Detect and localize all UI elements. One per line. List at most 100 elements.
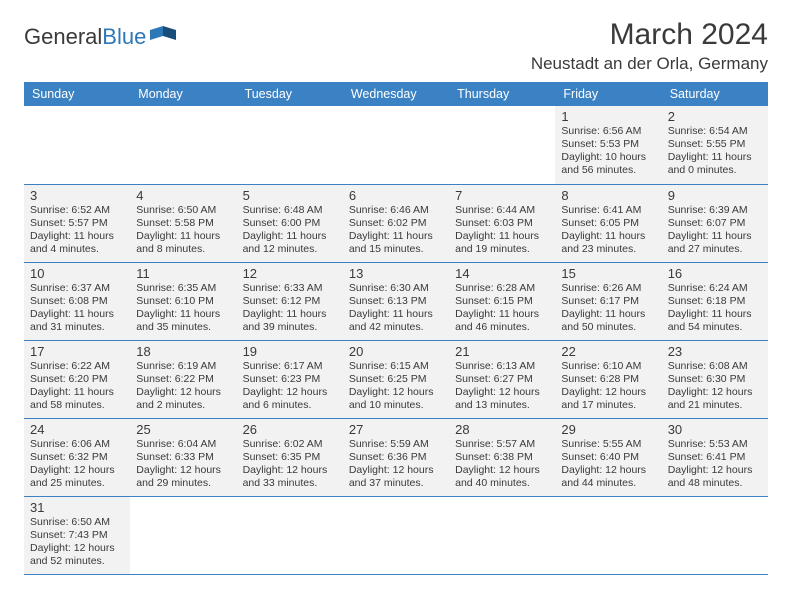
daylight-line: and 21 minutes. bbox=[668, 399, 762, 412]
daylight-line: Daylight: 11 hours bbox=[243, 230, 337, 243]
sunset-line: Sunset: 6:08 PM bbox=[30, 295, 124, 308]
daylight-line: Daylight: 12 hours bbox=[243, 386, 337, 399]
calendar-day-cell: 8Sunrise: 6:41 AMSunset: 6:05 PMDaylight… bbox=[555, 184, 661, 262]
calendar-day-cell: 15Sunrise: 6:26 AMSunset: 6:17 PMDayligh… bbox=[555, 262, 661, 340]
daylight-line: Daylight: 12 hours bbox=[668, 464, 762, 477]
calendar-day-cell bbox=[237, 496, 343, 574]
day-number: 13 bbox=[349, 266, 443, 281]
weekday-header: Thursday bbox=[449, 82, 555, 106]
sunrise-line: Sunrise: 5:53 AM bbox=[668, 438, 762, 451]
day-number: 28 bbox=[455, 422, 549, 437]
location: Neustadt an der Orla, Germany bbox=[531, 54, 768, 74]
day-number: 5 bbox=[243, 188, 337, 203]
sunrise-line: Sunrise: 6:54 AM bbox=[668, 125, 762, 138]
sunrise-line: Sunrise: 6:28 AM bbox=[455, 282, 549, 295]
calendar-day-cell: 28Sunrise: 5:57 AMSunset: 6:38 PMDayligh… bbox=[449, 418, 555, 496]
day-number: 29 bbox=[561, 422, 655, 437]
calendar-day-cell: 30Sunrise: 5:53 AMSunset: 6:41 PMDayligh… bbox=[662, 418, 768, 496]
calendar-day-cell: 1Sunrise: 6:56 AMSunset: 5:53 PMDaylight… bbox=[555, 106, 661, 184]
day-number: 1 bbox=[561, 109, 655, 124]
daylight-line: Daylight: 11 hours bbox=[30, 230, 124, 243]
sunset-line: Sunset: 5:57 PM bbox=[30, 217, 124, 230]
calendar-table: Sunday Monday Tuesday Wednesday Thursday… bbox=[24, 82, 768, 575]
calendar-day-cell: 23Sunrise: 6:08 AMSunset: 6:30 PMDayligh… bbox=[662, 340, 768, 418]
day-number: 23 bbox=[668, 344, 762, 359]
calendar-week-row: 31Sunrise: 6:50 AMSunset: 7:43 PMDayligh… bbox=[24, 496, 768, 574]
calendar-day-cell bbox=[343, 496, 449, 574]
sunrise-line: Sunrise: 6:19 AM bbox=[136, 360, 230, 373]
sunrise-line: Sunrise: 6:56 AM bbox=[561, 125, 655, 138]
calendar-day-cell: 5Sunrise: 6:48 AMSunset: 6:00 PMDaylight… bbox=[237, 184, 343, 262]
day-number: 25 bbox=[136, 422, 230, 437]
sunset-line: Sunset: 6:35 PM bbox=[243, 451, 337, 464]
sunrise-line: Sunrise: 6:48 AM bbox=[243, 204, 337, 217]
calendar-day-cell: 17Sunrise: 6:22 AMSunset: 6:20 PMDayligh… bbox=[24, 340, 130, 418]
calendar-day-cell: 25Sunrise: 6:04 AMSunset: 6:33 PMDayligh… bbox=[130, 418, 236, 496]
sunrise-line: Sunrise: 6:50 AM bbox=[30, 516, 124, 529]
sunrise-line: Sunrise: 6:02 AM bbox=[243, 438, 337, 451]
daylight-line: Daylight: 11 hours bbox=[455, 308, 549, 321]
calendar-day-cell: 7Sunrise: 6:44 AMSunset: 6:03 PMDaylight… bbox=[449, 184, 555, 262]
calendar-day-cell bbox=[24, 106, 130, 184]
sunrise-line: Sunrise: 6:30 AM bbox=[349, 282, 443, 295]
daylight-line: and 10 minutes. bbox=[349, 399, 443, 412]
calendar-week-row: 10Sunrise: 6:37 AMSunset: 6:08 PMDayligh… bbox=[24, 262, 768, 340]
sunrise-line: Sunrise: 6:15 AM bbox=[349, 360, 443, 373]
sunset-line: Sunset: 6:40 PM bbox=[561, 451, 655, 464]
daylight-line: Daylight: 12 hours bbox=[349, 464, 443, 477]
sunset-line: Sunset: 6:07 PM bbox=[668, 217, 762, 230]
logo-text-1: General bbox=[24, 24, 102, 50]
daylight-line: and 37 minutes. bbox=[349, 477, 443, 490]
daylight-line: and 52 minutes. bbox=[30, 555, 124, 568]
calendar-day-cell: 10Sunrise: 6:37 AMSunset: 6:08 PMDayligh… bbox=[24, 262, 130, 340]
calendar-day-cell: 11Sunrise: 6:35 AMSunset: 6:10 PMDayligh… bbox=[130, 262, 236, 340]
sunrise-line: Sunrise: 6:22 AM bbox=[30, 360, 124, 373]
day-number: 6 bbox=[349, 188, 443, 203]
calendar-day-cell bbox=[449, 496, 555, 574]
sunset-line: Sunset: 6:15 PM bbox=[455, 295, 549, 308]
sunset-line: Sunset: 6:30 PM bbox=[668, 373, 762, 386]
calendar-day-cell: 19Sunrise: 6:17 AMSunset: 6:23 PMDayligh… bbox=[237, 340, 343, 418]
sunrise-line: Sunrise: 5:57 AM bbox=[455, 438, 549, 451]
calendar-day-cell bbox=[130, 496, 236, 574]
sunrise-line: Sunrise: 6:06 AM bbox=[30, 438, 124, 451]
daylight-line: and 58 minutes. bbox=[30, 399, 124, 412]
daylight-line: and 15 minutes. bbox=[349, 243, 443, 256]
day-number: 14 bbox=[455, 266, 549, 281]
sunrise-line: Sunrise: 6:52 AM bbox=[30, 204, 124, 217]
weekday-header: Wednesday bbox=[343, 82, 449, 106]
weekday-header: Sunday bbox=[24, 82, 130, 106]
daylight-line: Daylight: 11 hours bbox=[561, 308, 655, 321]
daylight-line: Daylight: 11 hours bbox=[668, 230, 762, 243]
daylight-line: and 56 minutes. bbox=[561, 164, 655, 177]
sunrise-line: Sunrise: 6:10 AM bbox=[561, 360, 655, 373]
daylight-line: and 19 minutes. bbox=[455, 243, 549, 256]
day-number: 7 bbox=[455, 188, 549, 203]
sunset-line: Sunset: 6:41 PM bbox=[668, 451, 762, 464]
daylight-line: Daylight: 12 hours bbox=[561, 464, 655, 477]
daylight-line: Daylight: 12 hours bbox=[30, 542, 124, 555]
calendar-day-cell: 4Sunrise: 6:50 AMSunset: 5:58 PMDaylight… bbox=[130, 184, 236, 262]
sunset-line: Sunset: 5:53 PM bbox=[561, 138, 655, 151]
daylight-line: and 48 minutes. bbox=[668, 477, 762, 490]
daylight-line: Daylight: 11 hours bbox=[349, 230, 443, 243]
daylight-line: and 0 minutes. bbox=[668, 164, 762, 177]
calendar-day-cell: 31Sunrise: 6:50 AMSunset: 7:43 PMDayligh… bbox=[24, 496, 130, 574]
sunrise-line: Sunrise: 6:50 AM bbox=[136, 204, 230, 217]
daylight-line: and 27 minutes. bbox=[668, 243, 762, 256]
calendar-day-cell: 22Sunrise: 6:10 AMSunset: 6:28 PMDayligh… bbox=[555, 340, 661, 418]
sunrise-line: Sunrise: 5:55 AM bbox=[561, 438, 655, 451]
sunset-line: Sunset: 6:13 PM bbox=[349, 295, 443, 308]
sunrise-line: Sunrise: 6:13 AM bbox=[455, 360, 549, 373]
sunrise-line: Sunrise: 6:04 AM bbox=[136, 438, 230, 451]
sunrise-line: Sunrise: 6:39 AM bbox=[668, 204, 762, 217]
sunrise-line: Sunrise: 6:44 AM bbox=[455, 204, 549, 217]
sunrise-line: Sunrise: 6:35 AM bbox=[136, 282, 230, 295]
day-number: 4 bbox=[136, 188, 230, 203]
daylight-line: Daylight: 12 hours bbox=[136, 464, 230, 477]
daylight-line: and 50 minutes. bbox=[561, 321, 655, 334]
daylight-line: Daylight: 12 hours bbox=[243, 464, 337, 477]
calendar-day-cell: 3Sunrise: 6:52 AMSunset: 5:57 PMDaylight… bbox=[24, 184, 130, 262]
daylight-line: Daylight: 12 hours bbox=[349, 386, 443, 399]
daylight-line: Daylight: 10 hours bbox=[561, 151, 655, 164]
